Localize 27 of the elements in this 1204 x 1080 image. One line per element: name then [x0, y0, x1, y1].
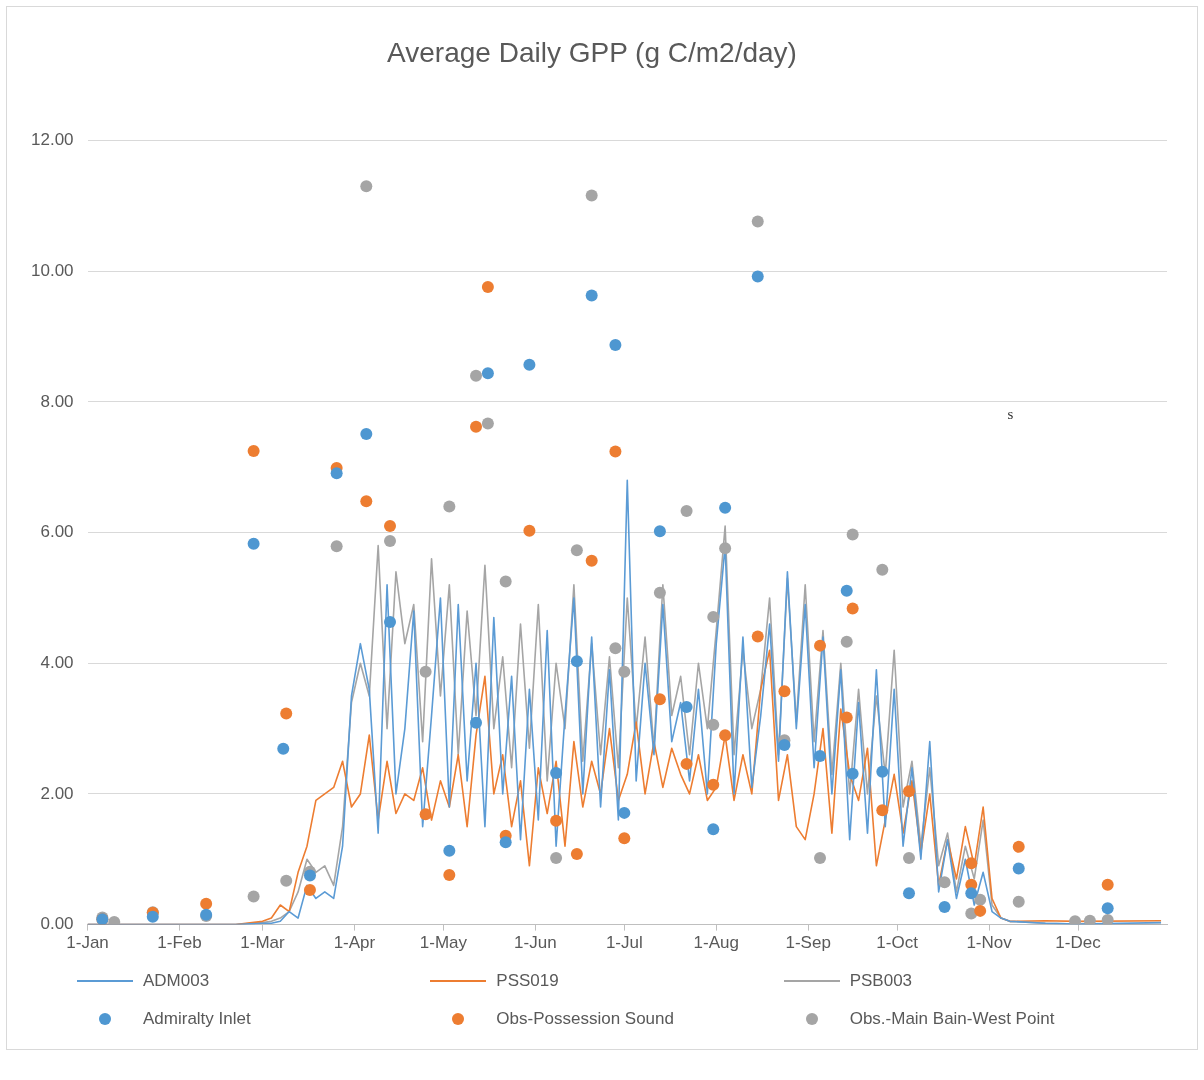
y-tick-label: 2.00	[40, 783, 74, 803]
chart-title: Average Daily GPP (g C/m2/day)	[387, 36, 797, 68]
legend-label: Obs.-Main Bain-West Point	[849, 1009, 1055, 1029]
legend-label: PSB003	[849, 971, 913, 991]
y-tick-label: 8.00	[40, 391, 74, 411]
x-tick-label: 1-May	[419, 933, 468, 953]
x-tick-label: 1-Mar	[240, 933, 286, 953]
x-tick-label: 1-Feb	[157, 933, 202, 953]
legend-label: Admiralty Inlet	[143, 1009, 251, 1029]
y-tick-label: 4.00	[40, 652, 74, 672]
legend-label: PSS019	[496, 971, 559, 991]
x-tick-label: 1-Dec	[1055, 933, 1102, 953]
x-tick-label: 1-Sep	[785, 933, 831, 953]
x-tick-label: 1-Nov	[966, 933, 1013, 953]
x-tick-label: 1-Jul	[605, 933, 643, 953]
x-tick-label: 1-Aug	[693, 933, 739, 953]
x-tick-label: 1-Apr	[333, 933, 376, 953]
x-tick-label: 1-Jun	[514, 933, 557, 953]
annotation: s	[1007, 405, 1014, 422]
x-tick-label: 1-Jan	[66, 933, 109, 953]
y-tick-label: 10.00	[30, 260, 74, 280]
y-tick-label: 6.00	[40, 522, 74, 542]
legend-label: Obs-Possession Sound	[496, 1009, 674, 1029]
y-tick-label: 0.00	[40, 914, 74, 934]
x-tick-label: 1-Oct	[876, 933, 919, 953]
y-tick-label: 12.00	[30, 130, 74, 150]
legend-label: ADM003	[143, 971, 210, 991]
